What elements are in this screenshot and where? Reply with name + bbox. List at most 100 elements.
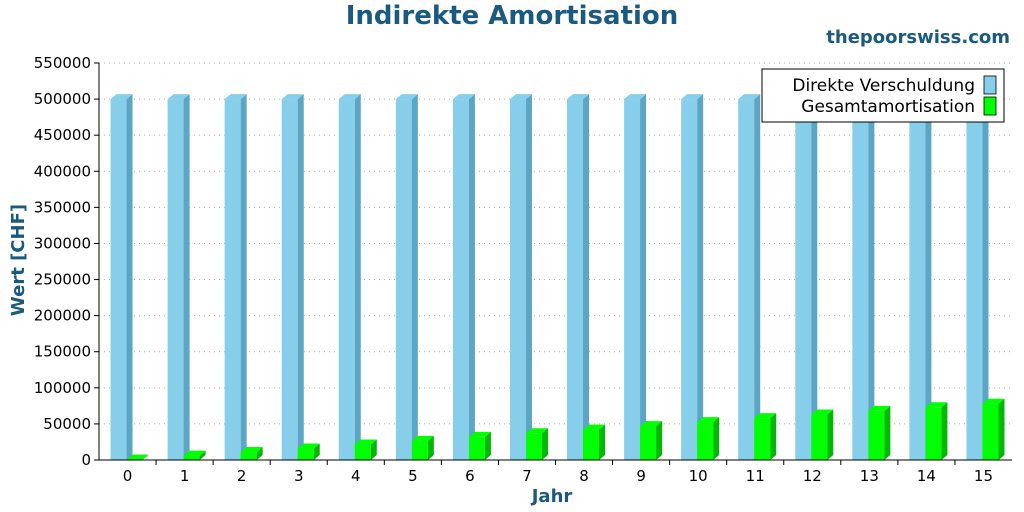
y-tick-label: 400000 [34,162,91,180]
bar-gesamtamortisation [297,443,320,460]
bar-gesamtamortisation-side [770,413,777,460]
bar-direkte-verschuldung-top [624,94,647,100]
x-tick-label: 4 [351,467,361,485]
bar-direkte-verschuldung-front [795,99,812,460]
bar-direkte-verschuldung-side [925,94,932,460]
bar-gesamtamortisation [354,439,377,460]
bar-gesamtamortisation-top [240,447,263,453]
bar-gesamtamortisation [868,405,891,460]
legend-label: Gesamtamortisation [801,97,975,117]
bar-direkte-verschuldung [110,94,133,460]
bar-direkte-verschuldung [966,94,989,460]
bar-direkte-verschuldung [738,94,761,460]
bar-gesamtamortisation-top [297,443,320,449]
bar-gesamtamortisation-top [183,450,206,456]
bar-gesamtamortisation-front [640,426,657,460]
bar-gesamtamortisation [640,421,663,460]
bar-direkte-verschuldung-top [395,94,418,100]
bar-direkte-verschuldung-top [167,94,190,100]
x-tick-label: 10 [689,467,708,485]
x-tick-label: 14 [917,467,936,485]
legend-label: Direkte Verschuldung [792,76,975,96]
bar-direkte-verschuldung-top [452,94,475,100]
bar-direkte-verschuldung [395,94,418,460]
bar-gesamtamortisation-top [640,421,663,427]
bar-direkte-verschuldung-side [754,94,761,460]
bar-gesamtamortisation-side [656,421,663,460]
bar-gesamtamortisation-side [484,431,491,460]
bar-direkte-verschuldung-front [567,99,584,460]
y-tick-label: 450000 [34,126,91,144]
legend-swatch [983,75,997,95]
bar-gesamtamortisation-top [925,402,948,408]
bar-direkte-verschuldung-side [697,94,704,460]
bar-gesamtamortisation-top [754,413,777,419]
bar-gesamtamortisation-side [941,402,948,460]
bar-direkte-verschuldung-front [167,99,184,460]
bar-direkte-verschuldung-front [452,99,469,460]
bar-direkte-verschuldung-top [567,94,590,100]
y-tick-label: 0 [81,451,91,469]
x-tick-label: 1 [180,467,190,485]
bar-direkte-verschuldung [567,94,590,460]
bar-gesamtamortisation-side [827,409,834,460]
bar-gesamtamortisation [583,424,606,460]
bar-direkte-verschuldung [167,94,190,460]
bar-direkte-verschuldung-side [468,94,475,460]
bar-direkte-verschuldung-front [395,99,412,460]
bar-direkte-verschuldung-top [738,94,761,100]
bar-gesamtamortisation [240,447,263,460]
bar-direkte-verschuldung [681,94,704,460]
bar-direkte-verschuldung-side [868,94,875,460]
x-tick-label: 11 [746,467,765,485]
bar-direkte-verschuldung-top [509,94,532,100]
bar-gesamtamortisation-front [525,433,542,460]
bar-gesamtamortisation-top [354,439,377,445]
bar-direkte-verschuldung-front [852,99,869,460]
bar-gesamtamortisation-side [713,417,720,460]
bar-gesamtamortisation-top [468,431,491,437]
bar-direkte-verschuldung-side [183,94,190,460]
bar-gesamtamortisation [925,402,948,460]
bar-direkte-verschuldung-top [281,94,304,100]
bar-gesamtamortisation-front [697,422,714,460]
bar-direkte-verschuldung [452,94,475,460]
bar-direkte-verschuldung-front [338,99,355,460]
bar-gesamtamortisation-front [754,418,771,460]
y-tick-label: 50000 [43,415,91,433]
bar-gesamtamortisation-side [199,450,206,460]
bar-gesamtamortisation-side [370,439,377,460]
x-tick-label: 12 [803,467,822,485]
bar-direkte-verschuldung-top [224,94,247,100]
bar-direkte-verschuldung [795,94,818,460]
bar-direkte-verschuldung-side [583,94,590,460]
bar-direkte-verschuldung [281,94,304,460]
bar-gesamtamortisation-front [411,440,428,460]
bar-gesamtamortisation-front [354,444,371,460]
x-tick-label: 8 [579,467,589,485]
bar-gesamtamortisation-top [411,435,434,441]
bar-gesamtamortisation-top [982,398,1005,404]
bar-direkte-verschuldung-front [624,99,641,460]
bar-gesamtamortisation [754,413,777,460]
bar-direkte-verschuldung-front [909,99,926,460]
x-tick-label: 15 [974,467,993,485]
bar-direkte-verschuldung-side [982,94,989,460]
bar-direkte-verschuldung-top [338,94,361,100]
bar-gesamtamortisation-side [427,435,434,460]
bar-gesamtamortisation [411,435,434,460]
y-tick-label: 150000 [34,343,91,361]
bar-direkte-verschuldung-side [126,94,133,460]
bar-direkte-verschuldung-front [738,99,755,460]
bar-direkte-verschuldung [624,94,647,460]
bar-gesamtamortisation [697,417,720,460]
x-tick-label: 13 [860,467,879,485]
x-tick-label: 3 [294,467,304,485]
bar-gesamtamortisation-front [925,407,942,460]
bar-direkte-verschuldung [338,94,361,460]
axes: 0500001000001500002000002500003000003500… [34,54,1012,485]
bar-gesamtamortisation-front [297,448,314,460]
bar-direkte-verschuldung-side [525,94,532,460]
bar-gesamtamortisation-front [240,452,257,460]
